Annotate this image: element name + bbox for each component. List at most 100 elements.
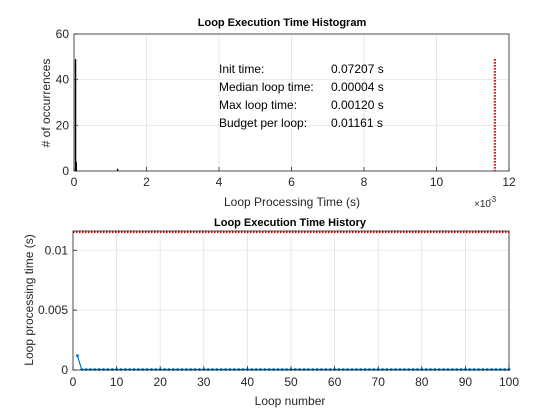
series-line [76,355,509,371]
x-tick-label: 100 [499,375,519,389]
series-point [84,368,88,371]
histogram-plot: 0 2 4 6 8 10 12 0 20 40 60 Loop Execution Time Hi… [39,17,516,210]
series-point [184,368,188,371]
series-point [241,368,245,371]
x-tick-label: 50 [284,375,298,389]
y-tick-label: 60 [56,27,70,41]
x-tick-label: 80 [415,375,429,389]
stat-value: 0.00004 s [331,80,384,94]
series-point [372,368,376,371]
series-point [141,368,145,371]
series-point [394,368,398,371]
series-point [315,368,319,371]
series-point [398,368,402,371]
stats-annotation: Init time: 0.07207 s Median loop time: 0.00… [219,62,384,130]
series-point [198,368,201,371]
x-tick-label: 20 [154,375,168,389]
series-point [355,368,358,371]
series-point [285,368,289,371]
x-tick-label: 30 [197,375,211,389]
series-point [232,368,236,371]
series-point [324,368,328,371]
x-exponent-power: -3 [489,195,497,204]
series-point [385,368,389,371]
series-point [442,368,445,371]
x-tick-label: 70 [372,375,386,389]
series-point [206,368,210,371]
series-point [503,368,507,371]
history-y-axis-label: Loop processing time (s) [22,234,36,365]
series-point [416,368,419,371]
y-tick-label: 0.01 [45,243,69,257]
series-point [150,368,153,371]
series-point [494,368,498,371]
x-tick-label: 0 [71,175,78,189]
stat-label: Max loop time: [219,98,297,112]
histogram-x-axis-label: Loop Processing Time (s) [224,195,360,209]
series-point [450,368,454,371]
histogram-bar [116,168,119,171]
x-tick-label: 2 [143,175,150,189]
series-point [424,368,428,371]
series-point [411,368,415,371]
stat-value: 0.01161 s [331,116,383,130]
series-point [302,368,306,371]
series-point [75,354,79,358]
series-point [267,368,271,371]
x-tick-label: 6 [288,175,295,189]
series-point [407,368,411,371]
series-point [433,368,437,371]
x-tick-label: 40 [241,375,255,389]
series-point [280,368,284,371]
series-point [211,368,214,371]
y-tick-label: 0.005 [38,303,68,317]
series-point [176,368,180,371]
series-point [337,368,341,371]
series-point [359,368,363,371]
series-point [446,368,450,371]
series-point [350,368,354,371]
series-point [485,368,489,371]
series-point [89,368,92,371]
y-tick-label: 20 [56,118,70,132]
series-point [293,368,297,371]
stat-value: 0.00120 s [331,98,384,112]
series-point [128,368,132,371]
series-point [320,368,323,371]
series-point [132,368,136,371]
histogram-title: Loop Execution Time Histogram [198,17,367,29]
series-point [180,368,184,371]
history-plot: 0 10 20 30 40 50 60 70 80 90 100 0 0.005 0.01 Loop E… [22,217,519,408]
series-point [193,368,197,371]
series-point [368,368,371,371]
series-point [228,368,232,371]
series-point [167,368,171,371]
x-tick-label: 12 [502,175,516,189]
series-point [498,368,502,371]
series-point [102,368,105,371]
history-title: Loop Execution Time History [214,217,367,229]
stat-label: Median loop time: [219,80,314,94]
series-point [250,368,254,371]
series-point [477,368,480,371]
series-point [389,368,393,371]
series-point [80,368,84,371]
series-point [189,368,193,371]
series-point [341,368,345,371]
series-point [381,368,384,371]
series-point [119,368,123,371]
x-tick-label: 90 [459,375,473,389]
series-point [237,368,241,371]
series-point [472,368,476,371]
history-series [75,354,511,371]
series-point [123,368,127,371]
y-tick-label: 0 [61,363,68,377]
series-point [307,368,310,371]
histogram-bar [75,161,77,171]
x-exponent-base: ×10 [474,199,491,210]
y-tick-label: 0 [62,164,69,178]
history-x-axis-label: Loop number [255,394,326,408]
series-point [481,368,485,371]
x-tick-label: 0 [70,375,77,389]
